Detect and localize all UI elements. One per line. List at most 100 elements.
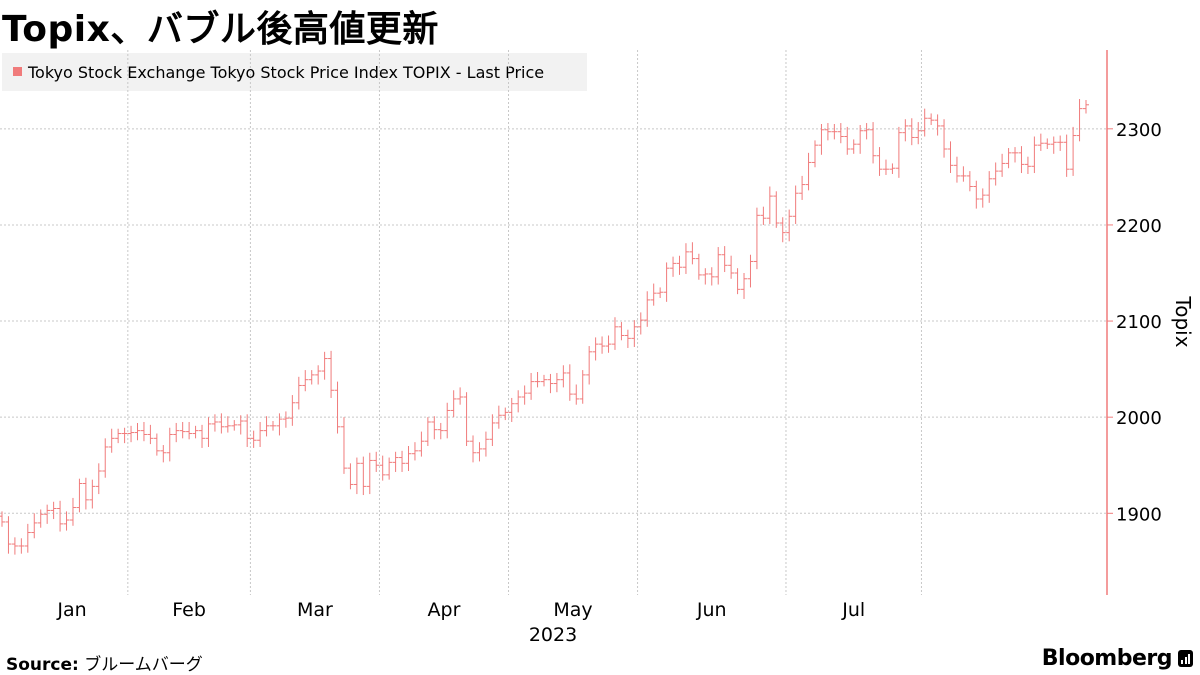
- ohlc-bar: [276, 413, 283, 436]
- y-tick-label: 2200: [1116, 216, 1162, 237]
- y-tick-label: 2100: [1116, 312, 1162, 333]
- ohlc-bar: [870, 122, 877, 164]
- ohlc-bar: [244, 414, 251, 447]
- ohlc-bar: [295, 376, 302, 410]
- x-axis-year-label: 2023: [529, 624, 577, 646]
- ohlc-bar: [69, 497, 76, 526]
- ohlc-bar: [134, 422, 141, 441]
- ohlc-bar: [889, 163, 896, 174]
- ohlc-bar: [521, 385, 528, 405]
- ohlc-bar: [353, 457, 360, 495]
- ohlc-bar: [753, 207, 760, 270]
- ohlc-bar: [1070, 126, 1077, 176]
- ohlc-bar: [250, 430, 257, 448]
- ohlc-bar: [695, 253, 702, 280]
- ohlc-bar: [373, 451, 380, 472]
- grid-lines: [0, 50, 1107, 595]
- ohlc-bar: [895, 126, 902, 178]
- x-tick-label: Mar: [297, 599, 333, 621]
- ohlc-bar: [399, 450, 406, 472]
- x-axis: Jan Feb Mar Apr May Jun Jul 2023: [56, 599, 865, 646]
- ohlc-bar: [5, 516, 12, 554]
- ohlc-bar: [682, 243, 689, 274]
- ohlc-bar: [850, 139, 857, 154]
- ohlc-bar: [586, 346, 593, 385]
- ohlc-bar: [192, 425, 199, 439]
- ohlc-bar: [263, 416, 270, 437]
- ohlc-bar: [1044, 138, 1051, 150]
- chart-legend: Tokyo Stock Exchange Tokyo Stock Price I…: [2, 53, 587, 91]
- ohlc-bar: [24, 523, 31, 553]
- ohlc-bar: [637, 312, 644, 335]
- ohlc-bar: [715, 247, 722, 285]
- ohlc-bar: [0, 511, 5, 527]
- bloomberg-terminal-icon: [1178, 650, 1193, 667]
- ohlc-bar: [934, 114, 941, 136]
- ohlc-bar: [160, 445, 167, 463]
- ohlc-bar: [424, 417, 431, 447]
- ohlc-bar: [82, 477, 89, 510]
- ohlc-bar: [773, 191, 780, 228]
- ohlc-bar: [1076, 99, 1083, 142]
- ohlc-bar: [1012, 147, 1019, 163]
- ohlc-bar: [657, 287, 664, 298]
- ohlc-bar: [37, 509, 44, 528]
- ohlc-bar: [270, 421, 276, 431]
- ohlc-bar: [547, 373, 554, 394]
- ohlc-bar: [392, 451, 399, 472]
- ohlc-bar: [121, 427, 128, 444]
- ohlc-bar: [237, 415, 244, 435]
- ohlc-bar: [1018, 146, 1025, 174]
- ohlc-bar: [534, 372, 541, 388]
- ohlc-bar: [218, 413, 225, 434]
- ohlc-bar: [18, 538, 25, 554]
- ohlc-bar: [166, 427, 173, 462]
- ohlc-bar: [211, 414, 218, 432]
- ohlc-bar: [992, 162, 999, 186]
- ohlc-bar: [702, 268, 709, 285]
- ohlc-bar: [405, 446, 412, 472]
- ohlc-bar: [876, 147, 883, 176]
- ohlc-bar: [431, 416, 438, 440]
- ohlc-bar: [224, 416, 231, 433]
- y-axis-title: Topix: [1171, 295, 1195, 347]
- ohlc-bar: [450, 390, 457, 418]
- ohlc-bar: [973, 180, 980, 209]
- ohlc-bar: [470, 435, 477, 463]
- page-title: Topix、バブル後高値更新: [2, 9, 439, 50]
- ohlc-bar: [766, 186, 773, 224]
- ohlc-bar: [231, 420, 238, 431]
- ohlc-bar: [418, 431, 425, 457]
- source-note: Source: ブルームバーグ: [6, 650, 203, 675]
- y-tick-label: 2300: [1116, 120, 1162, 141]
- ohlc-bar: [115, 428, 122, 444]
- ohlc-bar: [650, 283, 657, 306]
- ohlc-bar: [618, 322, 625, 341]
- ohlc-bar: [321, 351, 328, 380]
- ohlc-bar: [463, 392, 470, 447]
- ohlc-bar: [741, 272, 748, 299]
- ohlc-bar: [979, 188, 986, 208]
- ohlc-bar: [779, 217, 786, 243]
- ohlc-bar: [1031, 136, 1038, 174]
- ohlc-bar: [573, 384, 580, 405]
- ohlc-bar: [411, 442, 418, 461]
- ohlc-bar: [308, 370, 315, 385]
- ohlc-bar: [915, 122, 922, 145]
- ohlc-bar: [437, 422, 444, 440]
- ohlc-bar: [50, 501, 57, 520]
- ohlc-bar: [1037, 133, 1044, 151]
- ohlc-bar: [457, 387, 464, 405]
- x-tick-label: May: [553, 599, 592, 621]
- ohlc-bar: [560, 365, 567, 388]
- ohlc-bar: [508, 397, 515, 422]
- ohlc-bar: [599, 336, 606, 354]
- ohlc-bar: [360, 456, 367, 496]
- ohlc-bar: [199, 424, 206, 448]
- ohlc-bar: [11, 537, 18, 555]
- ohlc-bar: [1005, 148, 1012, 169]
- ohlc-bar: [140, 421, 147, 442]
- ohlc-bar: [57, 500, 64, 532]
- x-tick-label: Feb: [172, 599, 206, 621]
